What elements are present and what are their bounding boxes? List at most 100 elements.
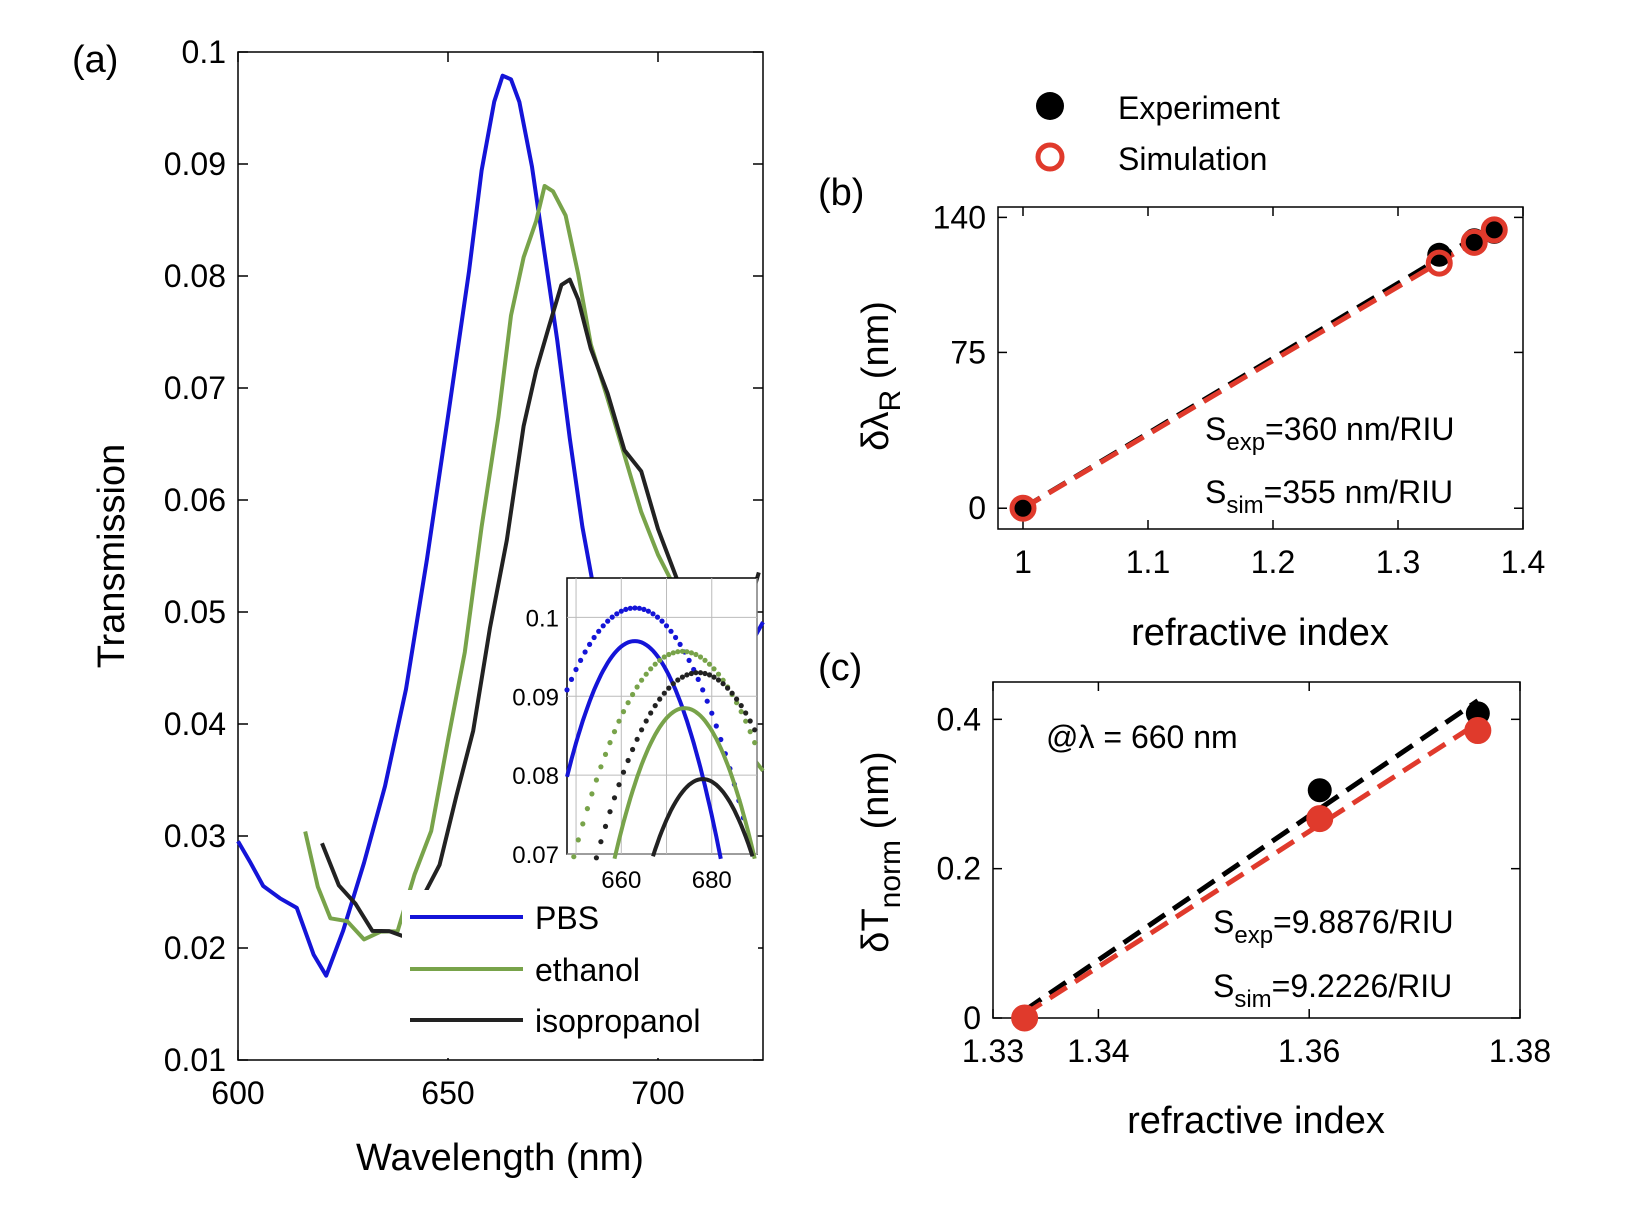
- inset-dot: [743, 718, 749, 724]
- panel-c-fit-lines: [1023, 698, 1480, 1017]
- inset-dot: [652, 661, 658, 667]
- legend-experiment-label: Experiment: [1118, 90, 1280, 126]
- inset-dot: [568, 676, 575, 683]
- inset-dot: [654, 614, 661, 620]
- legend-label-ethanol: ethanol: [535, 952, 640, 988]
- inset-y-tick-label: 0.08: [512, 763, 559, 790]
- panel-c-y-axis-label: δTnorm (nm): [855, 751, 907, 952]
- panel-b-label: (b): [818, 172, 864, 214]
- inset-dot: [611, 729, 618, 735]
- inset-dot: [584, 806, 591, 812]
- inset-dot: [677, 641, 683, 648]
- inset-dot: [607, 740, 613, 746]
- inset-ticks: 0.07 0.08 0.09 0.1 660 680: [512, 605, 732, 894]
- panel-b-y-ticks: 0 75 140: [933, 199, 1523, 526]
- legend-simulation-label: Simulation: [1118, 141, 1267, 177]
- panel-b-annotation-exp: Sexp=360 nm/RIU: [1205, 411, 1454, 456]
- inset-dot: [571, 854, 577, 860]
- x-tick-label: 1.4: [1501, 544, 1545, 580]
- inset-dot: [648, 666, 654, 672]
- inset-dot: [697, 654, 704, 660]
- legend-simulation-marker: [1035, 142, 1065, 172]
- inset-dot: [607, 809, 613, 815]
- inset-curve-PBS-measured: [565, 639, 723, 860]
- legend-experiment-marker: [1036, 92, 1064, 120]
- legend-label-isopropanol: isopropanol: [535, 1003, 700, 1039]
- inset-dot: [609, 614, 615, 620]
- inset-dot: [636, 605, 643, 611]
- panel-b-x-axis-label: refractive index: [1131, 612, 1389, 654]
- simulation-point: [1011, 1004, 1039, 1032]
- inset-dot: [738, 703, 744, 709]
- inset-dot: [743, 710, 749, 716]
- inset-dot: [661, 654, 667, 660]
- inset-dot: [688, 650, 695, 656]
- inset-dot: [657, 657, 663, 663]
- inset-dot: [734, 696, 740, 702]
- inset-y-tick-label: 0.09: [512, 684, 559, 711]
- simulation-point: [1464, 717, 1492, 745]
- inset-dot: [675, 649, 681, 655]
- inset-dot: [720, 681, 726, 687]
- x-tick-label: 1.36: [1278, 1033, 1340, 1069]
- x-tick-label: 1.34: [1067, 1033, 1129, 1069]
- panel-b-x-ticks: 1 1.1 1.2 1.3 1.4: [1014, 207, 1545, 580]
- panel-b-y-axis-label: δλR (nm): [855, 301, 907, 451]
- inset-dot: [752, 727, 758, 733]
- x-tick-label: 1.38: [1489, 1033, 1551, 1069]
- x-tick-label: 1.33: [962, 1033, 1024, 1069]
- inset-dot: [593, 777, 600, 783]
- inset-dot: [639, 677, 645, 683]
- inset-dot: [686, 657, 692, 664]
- inset-dot: [704, 698, 710, 704]
- inset-dot: [591, 634, 597, 641]
- inset-dot: [706, 661, 713, 667]
- inset-dot: [663, 623, 670, 629]
- panel-a-y-axis-label: Transmission: [91, 444, 133, 669]
- experiment-point: [1427, 242, 1452, 267]
- inset-dot: [620, 769, 627, 775]
- x-tick-label: 1: [1014, 544, 1032, 580]
- panel-b-annotation-sim: Ssim=355 nm/RIU: [1205, 474, 1453, 519]
- panel-c-chart: (c) 0 0.2 0.4 1.33 1.34 1.36 1.38 @λ = 660 nm…: [818, 647, 1551, 1142]
- y-tick-label: 0.4: [937, 701, 981, 737]
- inset-dot: [616, 718, 622, 724]
- panel-c-y-ticks: 0 0.2 0.4: [937, 701, 1520, 1036]
- inset-dot: [605, 618, 611, 624]
- inset-dot: [602, 823, 609, 830]
- inset-dot: [564, 687, 570, 693]
- inset-dot: [620, 709, 627, 715]
- inset-dot: [630, 691, 636, 698]
- inset-dot: [695, 676, 701, 683]
- inset-dot: [634, 684, 640, 690]
- inset-dot: [598, 839, 604, 845]
- y-tick-label: 75: [950, 334, 986, 370]
- inset-dot: [747, 729, 753, 735]
- panel-a-x-ticks: 600 650 700: [211, 52, 685, 1111]
- inset-dot: [702, 670, 708, 677]
- inset-dot: [587, 641, 593, 648]
- inset-dot: [684, 672, 690, 678]
- inset-dot: [684, 649, 690, 655]
- x-tick-label: 600: [211, 1075, 264, 1111]
- inset-dot: [693, 670, 699, 676]
- y-tick-label: 0.2: [937, 851, 981, 887]
- panel-c-x-ticks: 1.33 1.34 1.36 1.38: [962, 682, 1551, 1069]
- inset-dot: [666, 685, 672, 691]
- inset-dot: [589, 791, 595, 797]
- inset-dot: [673, 634, 679, 641]
- inset-dot: [623, 606, 629, 613]
- inset-dot: [625, 757, 631, 764]
- inset-dot: [627, 605, 633, 611]
- simulation-point: [1425, 249, 1453, 277]
- y-tick-label: 0: [968, 490, 986, 526]
- inset-x-tick-label: 660: [601, 867, 641, 894]
- inset-dot: [738, 709, 744, 715]
- inset-dot: [679, 648, 686, 654]
- y-tick-label: 0.04: [164, 706, 226, 742]
- inset-dot: [657, 696, 663, 702]
- y-tick-label: 0.03: [164, 818, 226, 854]
- x-tick-label: 1.1: [1126, 544, 1170, 580]
- panel-c-x-axis-label: refractive index: [1127, 1100, 1385, 1142]
